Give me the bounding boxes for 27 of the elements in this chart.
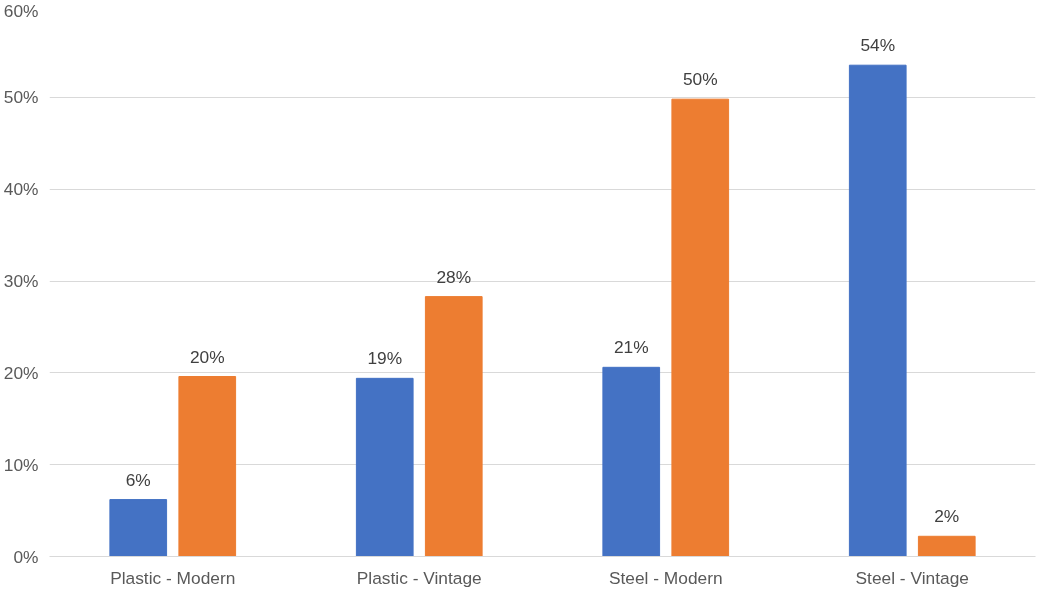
x-tick-label: Steel - Modern — [608, 567, 723, 588]
bar — [917, 535, 976, 557]
bar — [602, 366, 661, 557]
x-tick-label: Plastic - Vintage — [356, 567, 482, 588]
y-tick-label: 60% — [3, 0, 39, 21]
data-label: 21% — [613, 337, 649, 358]
bar — [109, 499, 168, 557]
data-label: 19% — [367, 348, 403, 369]
y-tick-label: 10% — [3, 454, 39, 475]
y-tick-label: 0% — [13, 546, 39, 567]
y-tick-label: 30% — [3, 271, 39, 291]
data-label: 2% — [934, 506, 960, 527]
data-label: 20% — [189, 346, 225, 367]
data-label: 54% — [860, 35, 896, 56]
bar — [355, 377, 414, 557]
data-label: 50% — [682, 69, 718, 90]
data-label: 28% — [436, 266, 472, 287]
y-tick-label: 20% — [3, 362, 39, 383]
bar — [671, 98, 730, 557]
bar — [424, 296, 483, 557]
x-tick-label: Plastic - Modern — [110, 567, 236, 588]
data-label: 6% — [125, 469, 151, 490]
bar — [848, 64, 907, 557]
y-tick-label: 50% — [3, 87, 39, 108]
y-tick-label: 40% — [3, 179, 39, 200]
x-tick-label: Steel - Vintage — [855, 567, 969, 588]
bar — [178, 376, 237, 557]
